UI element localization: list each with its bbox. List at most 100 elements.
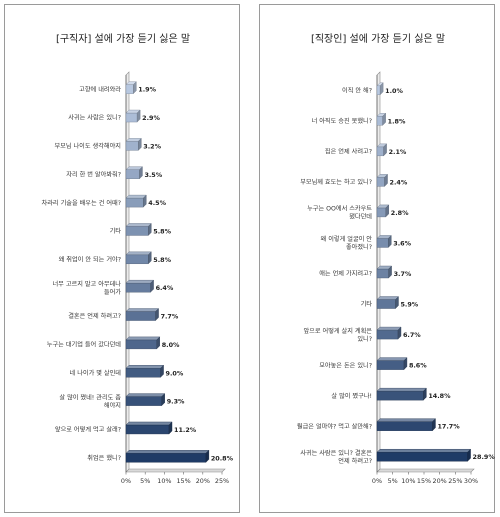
- bar-side-face: [155, 308, 159, 322]
- x-tick-label: 10%: [157, 477, 171, 485]
- bar: [376, 116, 383, 126]
- bar-side-face: [403, 357, 408, 371]
- category-label: 누구는 대기업 들어 갔다던데: [47, 341, 122, 349]
- x-tick-label: 15%: [417, 477, 431, 485]
- category-label: 취업은 했니?: [87, 454, 121, 462]
- bar: [125, 197, 144, 208]
- bar-top-face: [125, 421, 173, 426]
- bar-side-face: [161, 393, 165, 407]
- bar: [125, 339, 157, 350]
- data-label: 8.6%: [409, 362, 427, 370]
- bar-top-face: [125, 279, 155, 284]
- bar-side-face: [148, 222, 152, 236]
- bar-top-face: [376, 357, 408, 361]
- chart-panel-employees: [직장인] 설에 가장 듣기 싫은 말 1.0% 이직 안 해? 1.8% 너 아직도 …: [259, 4, 495, 513]
- bar: [125, 311, 156, 321]
- data-label: 7.7%: [161, 313, 179, 321]
- bar-side-face: [148, 251, 152, 265]
- data-label: 1.8%: [388, 117, 406, 125]
- category-label: 앞으로 어떻게 먹고 살래?: [55, 426, 121, 434]
- bar: [376, 85, 381, 95]
- category-label: 살 많이 쪘구나!: [331, 392, 372, 400]
- bar: [376, 452, 468, 462]
- bar-side-face: [143, 194, 147, 208]
- category-label: 기타: [110, 227, 122, 235]
- x-tick-label: 25%: [448, 477, 462, 485]
- bar: [376, 238, 389, 248]
- bar-side-face: [432, 418, 436, 432]
- category-label: 왜 이렇게 얼굴이 안 좋아졌니?: [321, 235, 373, 251]
- bar: [125, 84, 134, 94]
- bar-side-face: [423, 387, 427, 401]
- chart-floor: [376, 468, 475, 473]
- bar: [125, 282, 151, 293]
- bar: [376, 390, 424, 401]
- category-label: 차라리 기술을 배우는 건 어때?: [42, 199, 121, 207]
- bar-side-face: [384, 173, 388, 187]
- bar: [125, 141, 139, 151]
- bar: [125, 254, 149, 265]
- bar-top-face: [125, 365, 165, 369]
- bar-side-face: [388, 265, 392, 279]
- category-label: 네 나이가 몇 살인데: [70, 369, 122, 377]
- category-label: 기타: [361, 300, 373, 308]
- x-tick-label: 0%: [372, 477, 382, 485]
- bar: [125, 453, 207, 463]
- chart-side-wall: [125, 71, 130, 473]
- bar-side-face: [385, 204, 389, 218]
- bar-top-face: [376, 387, 427, 392]
- category-label: 너 아직도 승진 못했니?: [312, 117, 372, 125]
- bar: [125, 424, 170, 435]
- data-label: 5.9%: [400, 301, 418, 309]
- bar-top-face: [125, 251, 152, 256]
- data-label: 14.8%: [428, 392, 451, 400]
- category-label: 집은 언제 사려고?: [325, 148, 372, 156]
- bar-side-face: [379, 82, 384, 96]
- data-label: 9.3%: [167, 398, 185, 406]
- bar: [376, 177, 385, 187]
- bar-top-face: [376, 326, 402, 331]
- data-label: 2.8%: [391, 209, 409, 217]
- data-label: 17.7%: [437, 423, 460, 431]
- data-label: 1.0%: [385, 87, 403, 95]
- bar-side-face: [139, 166, 143, 180]
- data-label: 2.1%: [389, 148, 407, 156]
- category-label: 고향에 내려와라: [79, 85, 121, 93]
- data-label: 9.0%: [166, 369, 184, 377]
- bar: [125, 169, 140, 179]
- category-label: 월급은 얼마야? 먹고 살만해?: [297, 422, 372, 430]
- bar-top-face: [125, 393, 166, 397]
- chart-panel-job-seekers: [구직자] 설에 가장 듣기 싫은 말 1.9% 고향에 내려와라 2.9% 사귀는 사…: [4, 4, 240, 513]
- data-label: 6.7%: [403, 331, 421, 339]
- data-label: 5.8%: [153, 227, 171, 235]
- data-label: 4.5%: [148, 199, 166, 207]
- bar: [125, 226, 149, 236]
- data-label: 3.7%: [394, 270, 412, 278]
- x-tick-label: 0%: [121, 477, 131, 485]
- bar: [125, 368, 161, 378]
- category-label: 사귀는 사람은 있니? 결혼은 언제 하려고?: [300, 449, 372, 465]
- category-label: 부모님께 효도는 하고 있니?: [300, 178, 372, 186]
- bar: [376, 299, 396, 309]
- category-label: 애는 언제 가지려고?: [319, 270, 372, 278]
- data-label: 3.6%: [393, 239, 411, 247]
- data-label: 3.2%: [143, 142, 161, 150]
- category-label: 사귀는 사람은 있니?: [68, 114, 121, 122]
- bar-side-face: [168, 421, 173, 435]
- data-label: 11.2%: [174, 426, 197, 434]
- bar-side-face: [136, 109, 141, 123]
- bar-side-face: [150, 279, 154, 293]
- bar-top-face: [125, 450, 210, 454]
- bar: [376, 421, 433, 431]
- bar: [376, 207, 386, 218]
- bar-side-face: [388, 234, 392, 248]
- bar-top-face: [376, 296, 399, 300]
- x-tick-label: 5%: [388, 477, 398, 485]
- data-label: 6.4%: [156, 284, 174, 292]
- chart-title: [구직자] 설에 가장 듣기 싫은 말: [56, 33, 190, 45]
- data-label: 3.5%: [144, 171, 162, 179]
- category-label: 왜 취업이 안 되는 거야?: [59, 256, 121, 264]
- x-tick-label: 20%: [196, 477, 210, 485]
- bar-side-face: [133, 81, 137, 95]
- category-label: 누구는 OO에서 스카우트 됐다던데: [307, 205, 372, 221]
